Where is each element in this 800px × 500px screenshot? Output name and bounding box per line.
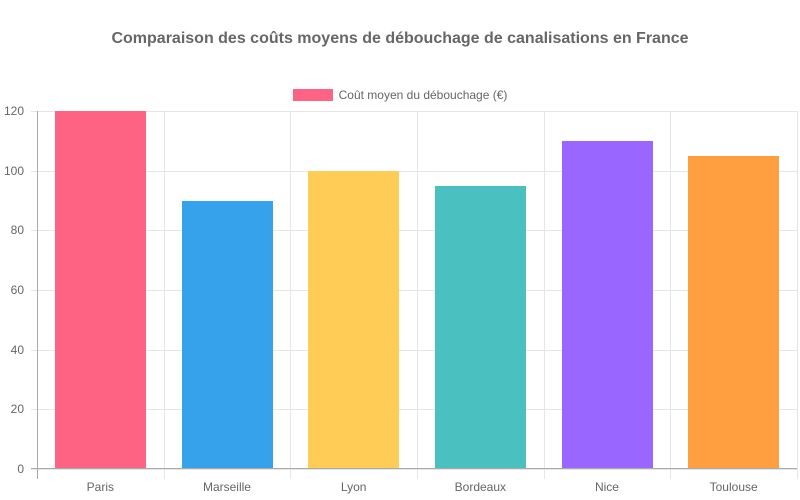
- gridline-vertical: [417, 111, 418, 479]
- gridline-vertical: [543, 111, 545, 479]
- gridline-horizontal: [31, 469, 797, 470]
- y-tick-label: 120: [3, 104, 24, 118]
- y-tick-label: 20: [10, 402, 24, 417]
- gridline-horizontal: [31, 349, 797, 351]
- plot-area: 0 20 40 60 80 100 120 Paris Marseille Lyon Bordea…: [4, 104, 798, 494]
- y-tick-label: 40: [10, 342, 24, 357]
- gridline-vertical: [670, 111, 672, 479]
- gridline-vertical: [163, 111, 165, 479]
- chart-legend: Coût moyen du débouchage (€): [0, 88, 800, 102]
- gridline-horizontal: [31, 111, 797, 112]
- gridline-vertical: [797, 111, 798, 479]
- bar-toulouse[interactable]: [688, 155, 780, 469]
- bar-lyon[interactable]: [308, 170, 400, 469]
- y-axis-line: [37, 111, 38, 479]
- gridline-horizontal: [31, 409, 797, 411]
- legend-swatch[interactable]: [292, 89, 333, 101]
- x-tick-label: Paris: [86, 480, 114, 494]
- y-tick-label: 80: [10, 223, 24, 238]
- y-tick-label: 100: [3, 163, 24, 178]
- y-tick-label: 60: [10, 283, 24, 297]
- y-tick-label: 0: [17, 462, 24, 476]
- gridline-vertical: [290, 111, 292, 479]
- x-tick-label: Lyon: [340, 480, 367, 494]
- gridline-horizontal: [31, 170, 797, 172]
- bar-marseille[interactable]: [181, 200, 273, 469]
- x-axis-line: [31, 468, 797, 469]
- bar-paris[interactable]: [54, 111, 146, 469]
- chart-title: Comparaison des coûts moyens de déboucha…: [111, 30, 689, 47]
- x-tick-label: Nice: [594, 480, 619, 494]
- bar-nice[interactable]: [561, 140, 653, 469]
- x-tick-label: Bordeaux: [454, 480, 507, 494]
- gridline-horizontal: [31, 290, 797, 291]
- bar-bordeaux[interactable]: [434, 185, 526, 469]
- x-tick-label: Marseille: [202, 480, 251, 494]
- x-tick-label: Toulouse: [709, 480, 758, 494]
- legend-label[interactable]: Coût moyen du débouchage (€): [338, 88, 508, 102]
- gridline-horizontal: [31, 230, 797, 232]
